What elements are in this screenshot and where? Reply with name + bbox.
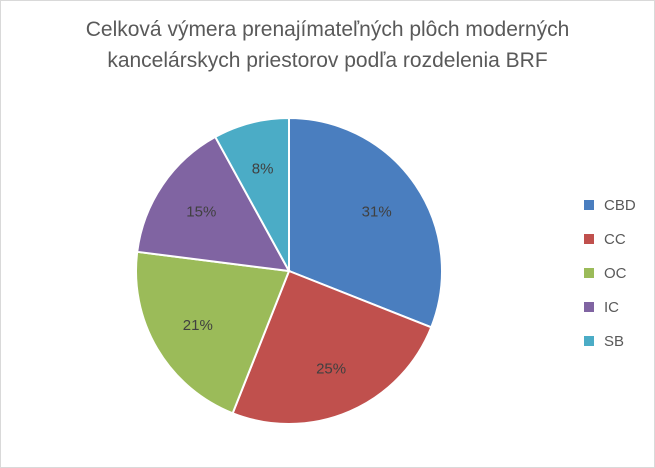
legend-label-oc: OC	[604, 264, 627, 282]
legend-item-ic: IC	[584, 290, 650, 324]
pie-slice-sb	[213, 116, 290, 272]
legend-item-oc: OC	[584, 256, 650, 290]
legend-item-sb: SB	[584, 324, 650, 358]
data-label-oc: 21%	[183, 317, 213, 334]
data-label-ic: 15%	[186, 203, 216, 220]
legend-swatch-sb	[584, 336, 594, 346]
legend-swatch-cbd	[584, 200, 594, 210]
legend-swatch-cc	[584, 234, 594, 244]
legend-item-cc: CC	[584, 222, 650, 256]
legend-swatch-ic	[584, 302, 594, 312]
chart-title: Celková výmera prenajímateľných plôch mo…	[0, 14, 655, 76]
pie-slices	[135, 116, 443, 425]
legend: CBD CC OC IC SB	[584, 188, 650, 358]
data-label-cbd: 31%	[362, 203, 392, 220]
chart-title-line-1: Celková výmera prenajímateľných plôch mo…	[85, 18, 570, 41]
pie-slice-cc	[231, 269, 433, 425]
legend-label-sb: SB	[604, 332, 625, 350]
legend-label-ic: IC	[604, 298, 619, 316]
pie-data-labels: 31% 25% 21% 15% 8%	[183, 160, 392, 377]
data-label-cc: 25%	[316, 360, 346, 377]
chart-title-line-2: kancelárskych priestorov podľa rozdeleni…	[107, 49, 548, 72]
legend-label-cbd: CBD	[604, 196, 636, 214]
legend-item-cbd: CBD	[584, 188, 650, 222]
legend-swatch-oc	[584, 268, 594, 278]
pie-slice-cbd	[288, 116, 443, 329]
pie-slice-oc	[135, 250, 291, 415]
legend-label-cc: CC	[604, 230, 626, 248]
pie-slice-ic	[136, 135, 291, 273]
data-label-sb: 8%	[252, 160, 274, 177]
